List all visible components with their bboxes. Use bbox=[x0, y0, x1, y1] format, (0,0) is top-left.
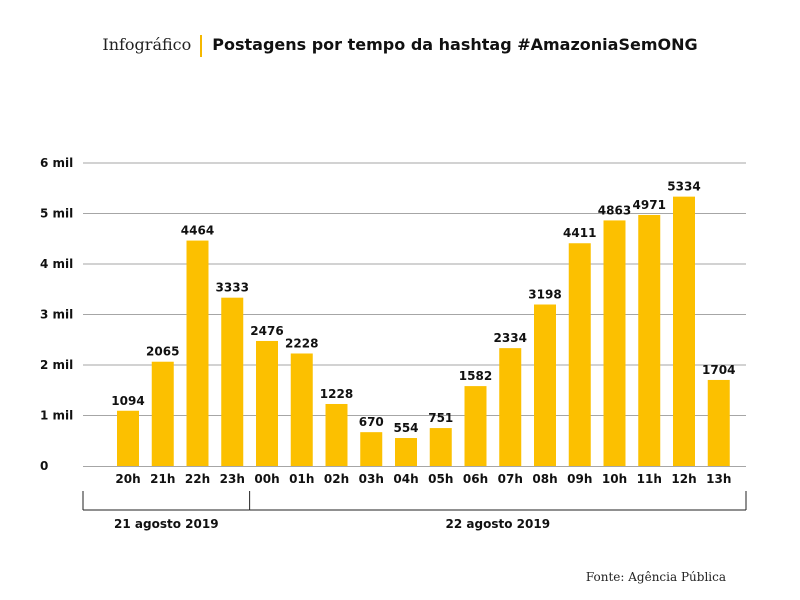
bar bbox=[325, 403, 348, 466]
bar-value-label: 554 bbox=[393, 421, 418, 435]
x-tick-label: 21h bbox=[150, 472, 175, 486]
x-tick-label: 04h bbox=[393, 472, 418, 486]
bar-value-label: 2228 bbox=[285, 336, 318, 350]
bar bbox=[360, 432, 383, 466]
bar bbox=[568, 243, 591, 466]
x-tick-label: 03h bbox=[359, 472, 384, 486]
bar bbox=[603, 220, 626, 466]
x-tick-label: 00h bbox=[254, 472, 279, 486]
bar bbox=[186, 240, 209, 466]
bar bbox=[221, 297, 244, 466]
x-tick-label: 08h bbox=[532, 472, 557, 486]
x-tick-label: 09h bbox=[567, 472, 592, 486]
y-tick-label: 6 mil bbox=[40, 156, 73, 170]
bar-value-label: 1228 bbox=[320, 387, 353, 401]
x-tick-label: 20h bbox=[115, 472, 140, 486]
bar-value-label: 670 bbox=[359, 415, 384, 429]
bar-value-label: 751 bbox=[428, 411, 453, 425]
x-tick-label: 13h bbox=[706, 472, 731, 486]
bar bbox=[499, 348, 522, 466]
bar bbox=[151, 361, 174, 466]
bar-value-label: 2334 bbox=[494, 331, 527, 345]
bar-value-label: 3198 bbox=[528, 288, 561, 302]
bar bbox=[117, 410, 139, 466]
bar-value-label: 3333 bbox=[216, 281, 249, 295]
y-tick-label: 5 mil bbox=[40, 207, 73, 221]
x-tick-label: 06h bbox=[463, 472, 488, 486]
group-label: 22 agosto 2019 bbox=[446, 517, 551, 531]
bar bbox=[464, 386, 487, 466]
x-tick-label: 07h bbox=[498, 472, 523, 486]
bar-value-label: 5334 bbox=[667, 180, 700, 194]
bar bbox=[638, 214, 661, 466]
header-separator bbox=[200, 34, 203, 57]
bar-value-label: 1094 bbox=[111, 394, 144, 408]
x-tick-label: 11h bbox=[637, 472, 662, 486]
x-tick-label: 01h bbox=[289, 472, 314, 486]
chart-title: Postagens por tempo da hashtag #Amazonia… bbox=[212, 35, 698, 54]
bar bbox=[534, 304, 556, 466]
y-tick-label: 1 mil bbox=[40, 409, 73, 423]
x-tick-label: 23h bbox=[220, 472, 245, 486]
bar bbox=[707, 379, 730, 466]
bar-value-label: 2065 bbox=[146, 345, 179, 359]
y-tick-label: 0 bbox=[40, 459, 48, 473]
y-tick-label: 3 mil bbox=[40, 308, 73, 322]
bar-value-label: 4411 bbox=[563, 226, 596, 240]
bar bbox=[395, 438, 417, 466]
header-kicker: Infográfico bbox=[102, 35, 192, 54]
bar bbox=[429, 428, 452, 466]
chart-header: Infográfico Postagens por tempo da hashta… bbox=[0, 33, 800, 57]
x-tick-label: 05h bbox=[428, 472, 453, 486]
x-tick-label: 22h bbox=[185, 472, 210, 486]
source-note: Fonte: Agência Pública bbox=[585, 570, 726, 584]
bar-value-label: 4971 bbox=[633, 198, 666, 212]
bar-value-label: 2476 bbox=[250, 324, 283, 338]
bar bbox=[256, 340, 278, 466]
group-label: 21 agosto 2019 bbox=[114, 517, 219, 531]
x-tick-label: 02h bbox=[324, 472, 349, 486]
y-tick-label: 2 mil bbox=[40, 358, 73, 372]
bar-value-label: 1582 bbox=[459, 369, 492, 383]
bar-value-label: 4464 bbox=[181, 224, 214, 238]
x-tick-label: 10h bbox=[602, 472, 627, 486]
y-tick-label: 4 mil bbox=[40, 257, 73, 271]
bar bbox=[290, 353, 313, 466]
bar-value-label: 4863 bbox=[598, 203, 631, 217]
bar bbox=[673, 196, 695, 466]
x-tick-label: 12h bbox=[671, 472, 696, 486]
bar-value-label: 1704 bbox=[702, 363, 735, 377]
